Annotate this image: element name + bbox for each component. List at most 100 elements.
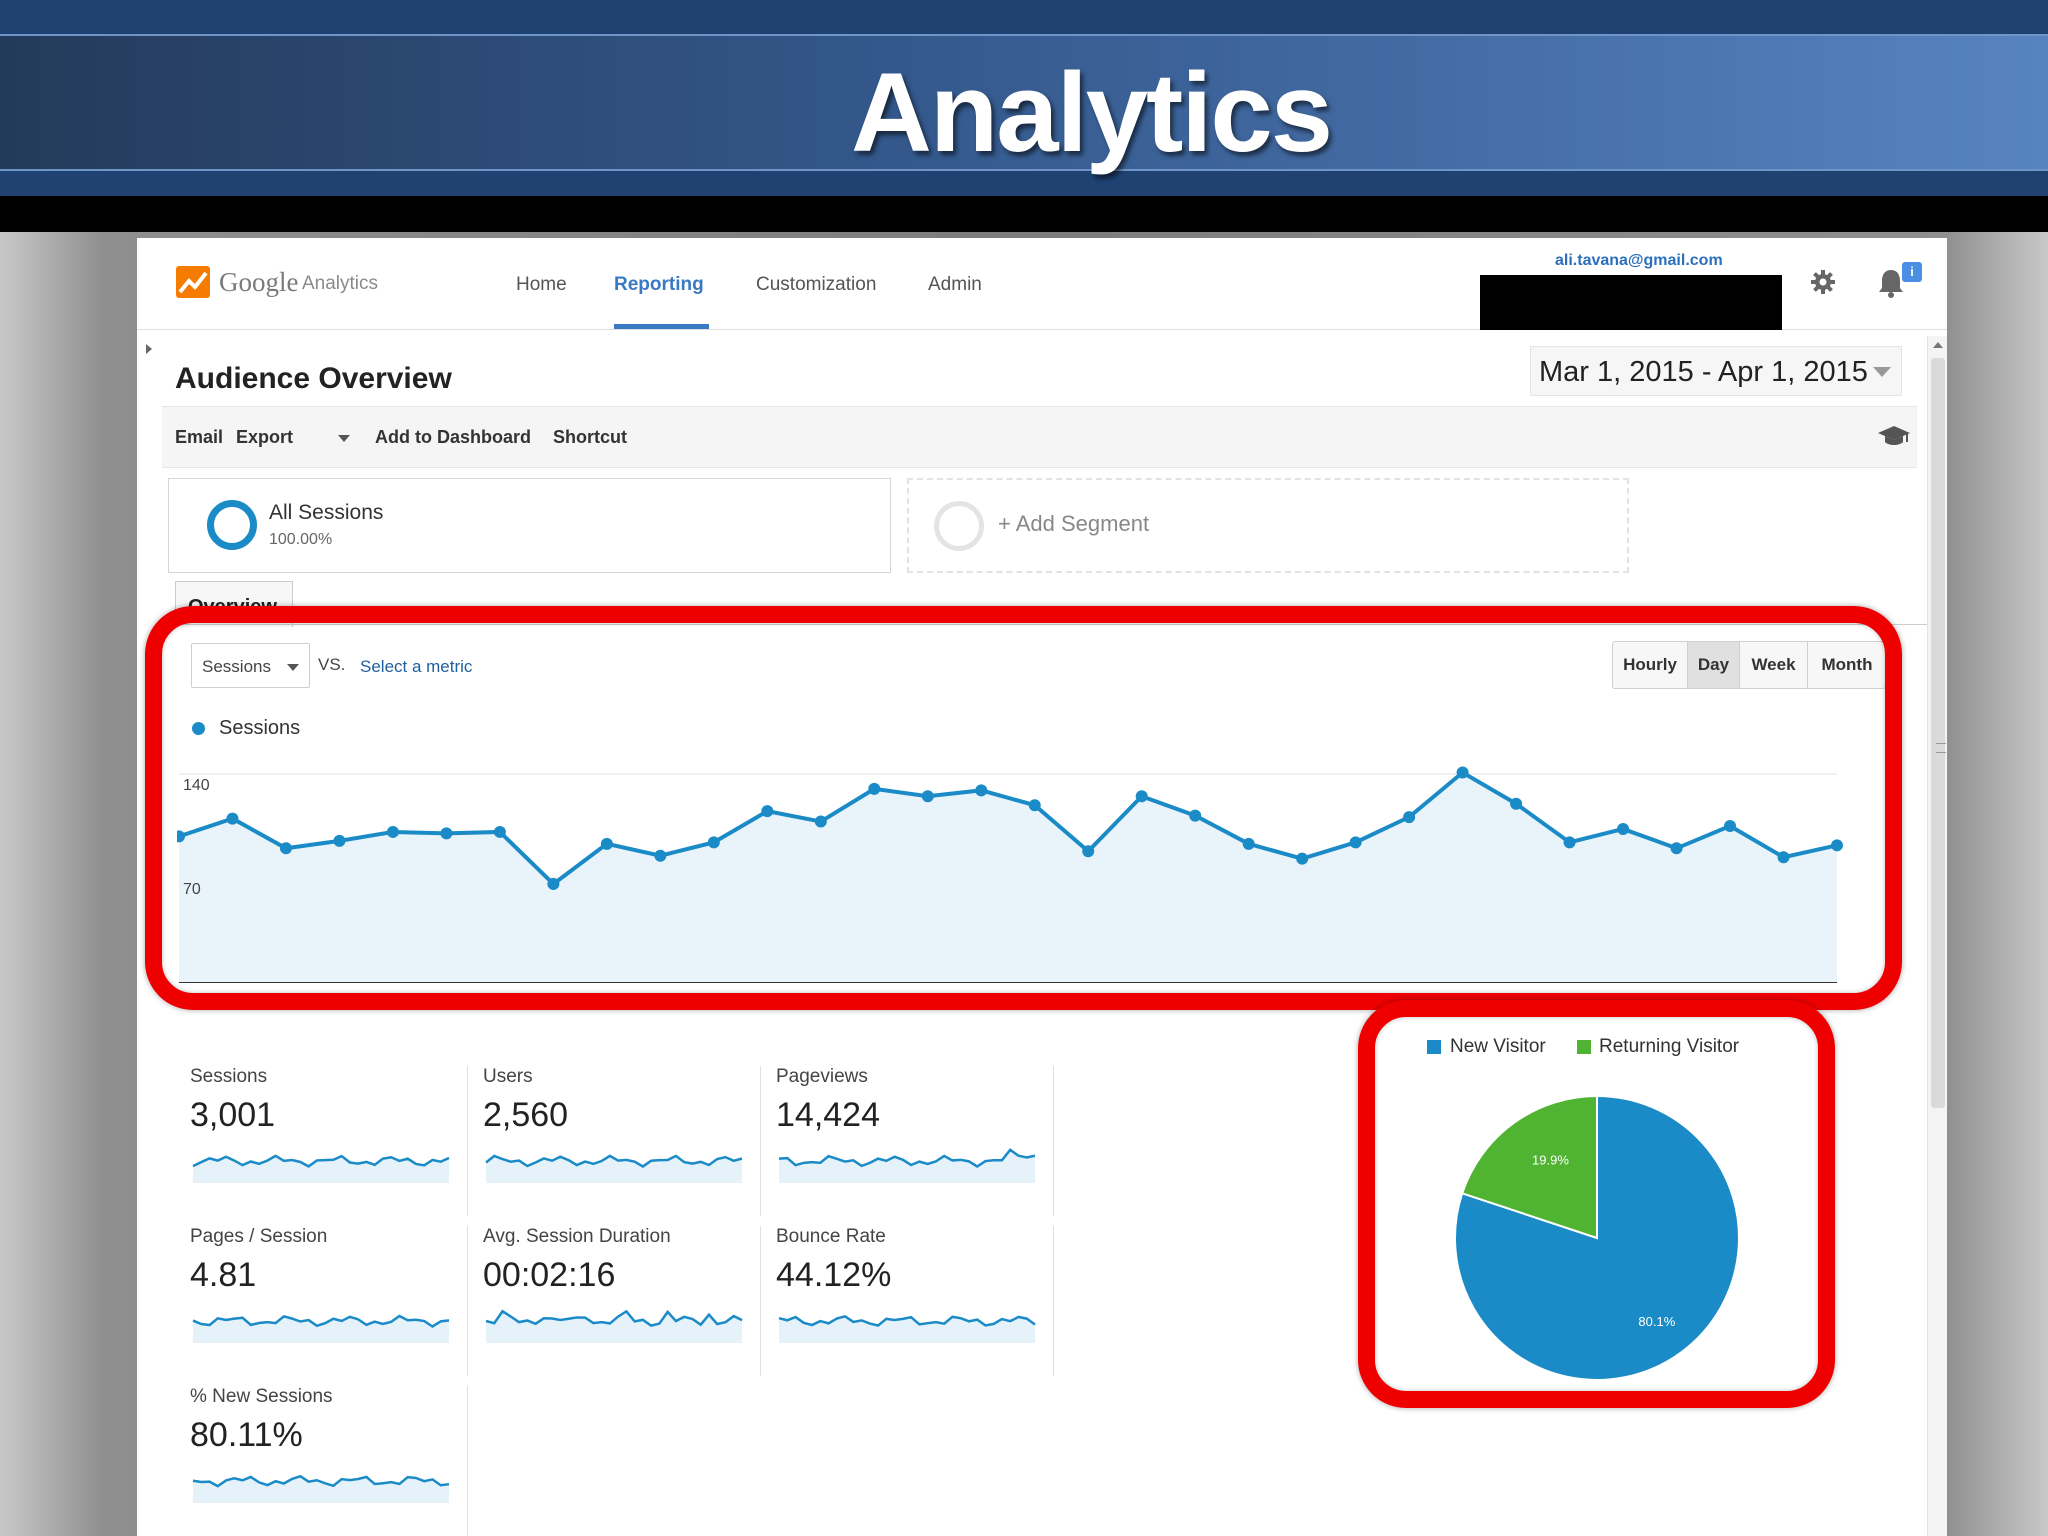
metric-select[interactable]: Sessions — [191, 643, 310, 688]
sessions-point[interactable] — [279, 842, 292, 855]
sessions-point[interactable] — [226, 812, 239, 825]
notification-badge[interactable]: i — [1902, 262, 1922, 282]
pie-slice-label: 19.9% — [1532, 1153, 1569, 1168]
scroll-up-icon[interactable] — [1933, 342, 1943, 348]
granularity-hourly-button[interactable]: Hourly — [1613, 642, 1688, 688]
sessions-point[interactable] — [707, 836, 720, 849]
sessions-point[interactable] — [1563, 836, 1576, 849]
sessions-point[interactable] — [1082, 845, 1095, 858]
shortcut-button[interactable]: Shortcut — [553, 427, 627, 447]
add-segment-label: + Add Segment — [998, 511, 1150, 536]
bell-icon[interactable] — [1876, 266, 1906, 300]
sparkline-area — [486, 1311, 742, 1343]
sessions-point[interactable] — [600, 837, 613, 850]
nav-customization[interactable]: Customization — [756, 274, 877, 295]
nav-reporting[interactable]: Reporting — [614, 274, 704, 295]
add-segment-button[interactable]: + Add Segment — [907, 478, 1629, 573]
sessions-point[interactable] — [1777, 851, 1790, 864]
graduation-cap-icon[interactable] — [1877, 423, 1911, 449]
nav-home[interactable]: Home — [516, 274, 567, 295]
granularity-day-button[interactable]: Day — [1688, 642, 1740, 688]
sessions-point[interactable] — [814, 815, 827, 828]
sessions-point[interactable] — [1189, 809, 1202, 822]
tile-divider — [467, 1226, 468, 1376]
sessions-point[interactable] — [493, 825, 506, 838]
slide-divider — [0, 196, 2048, 232]
add-to-dashboard-button[interactable]: Add to Dashboard — [375, 427, 531, 447]
metric-sparkline — [485, 1154, 743, 1183]
sessions-point[interactable] — [1456, 766, 1469, 779]
sessions-point[interactable] — [1831, 839, 1843, 852]
nav-admin[interactable]: Admin — [928, 274, 982, 295]
sparkline-line — [192, 1314, 450, 1328]
sessions-point[interactable] — [440, 827, 453, 840]
sessions-point[interactable] — [654, 849, 667, 862]
scroll-thumb[interactable] — [1931, 358, 1946, 1108]
metric-label: % New Sessions — [190, 1386, 333, 1407]
sessions-point[interactable] — [1296, 852, 1309, 865]
sessions-point[interactable] — [1403, 811, 1416, 824]
metric-label: Pages / Session — [190, 1226, 328, 1247]
account-email[interactable]: ali.tavana@gmail.com — [1555, 252, 1723, 269]
sessions-point[interactable] — [1724, 820, 1737, 832]
metric-value: 3,001 — [190, 1096, 276, 1134]
sessions-point[interactable] — [1510, 797, 1523, 810]
sessions-point[interactable] — [1242, 837, 1255, 850]
segment-all-sessions[interactable]: All Sessions 100.00% — [168, 478, 891, 573]
sessions-point[interactable] — [177, 830, 185, 843]
segment-placeholder-icon — [934, 501, 984, 551]
pie-slice-returning-visitor[interactable] — [1460, 1094, 1598, 1240]
sessions-point[interactable] — [386, 825, 399, 838]
email-button[interactable]: Email — [175, 427, 224, 447]
sessions-line — [178, 770, 1838, 887]
chevron-down-icon — [338, 435, 350, 442]
analytics-logo-icon[interactable] — [176, 266, 210, 298]
chevron-down-icon — [287, 664, 299, 671]
sessions-point[interactable] — [1349, 836, 1362, 849]
tile-divider — [1053, 1066, 1054, 1216]
sessions-point[interactable] — [761, 805, 774, 818]
slide-title: Analytics — [851, 50, 1333, 175]
metric-value: 14,424 — [776, 1096, 880, 1134]
report-toolbar: Email Export Add to Dashboard Shortcut — [162, 406, 1917, 468]
sessions-point[interactable] — [921, 790, 934, 803]
metric-sparkline — [192, 1154, 450, 1183]
legend-swatch-new-visitor — [1427, 1040, 1441, 1054]
metric-tile-pages-per-session[interactable]: Pages / Session 4.81 — [190, 1226, 477, 1376]
sidebar-expand-icon[interactable] — [142, 336, 156, 362]
export-button[interactable]: Export — [236, 427, 294, 447]
vertical-scrollbar[interactable] — [1927, 336, 1947, 1536]
metric-select-value: Sessions — [202, 657, 271, 676]
metric-tile-pageviews[interactable]: Pageviews 14,424 — [776, 1066, 1063, 1216]
sessions-point[interactable] — [1028, 799, 1041, 812]
metric-tile-new-sessions[interactable]: % New Sessions 80.11% — [190, 1386, 477, 1536]
vs-label: VS. — [318, 655, 346, 674]
granularity-month-button[interactable]: Month — [1821, 655, 1873, 674]
metric-tile-bounce-rate[interactable]: Bounce Rate 44.12% — [776, 1226, 1063, 1376]
sessions-point[interactable] — [333, 834, 346, 847]
metric-sparkline — [192, 1474, 450, 1503]
sessions-legend-label: Sessions — [219, 717, 301, 739]
select-metric-link[interactable]: Select a metric — [360, 657, 473, 676]
sessions-point[interactable] — [868, 782, 881, 795]
sessions-point[interactable] — [975, 784, 988, 797]
metric-tile-avg-session-duration[interactable]: Avg. Session Duration 00:02:16 — [483, 1226, 770, 1376]
granularity-week-button[interactable]: Week — [1740, 642, 1808, 688]
tile-divider — [760, 1226, 761, 1376]
metric-label: Bounce Rate — [776, 1226, 886, 1247]
sessions-point[interactable] — [1617, 822, 1630, 835]
gear-icon[interactable] — [1809, 268, 1837, 296]
sessions-point[interactable] — [1135, 790, 1148, 803]
sessions-point[interactable] — [547, 877, 560, 890]
segment-name: All Sessions — [269, 501, 384, 524]
y-tick-label: 140 — [183, 777, 210, 794]
metric-tile-sessions[interactable]: Sessions 3,001 — [190, 1066, 477, 1216]
date-range-picker[interactable]: Mar 1, 2015 - Apr 1, 2015 — [1530, 346, 1902, 396]
metric-tile-users[interactable]: Users 2,560 — [483, 1066, 770, 1216]
sessions-point[interactable] — [1670, 842, 1683, 855]
page-title: Audience Overview — [175, 362, 452, 395]
metric-sparkline — [778, 1314, 1036, 1343]
metric-sparkline — [485, 1309, 743, 1343]
sparkline-area — [779, 1316, 1035, 1343]
